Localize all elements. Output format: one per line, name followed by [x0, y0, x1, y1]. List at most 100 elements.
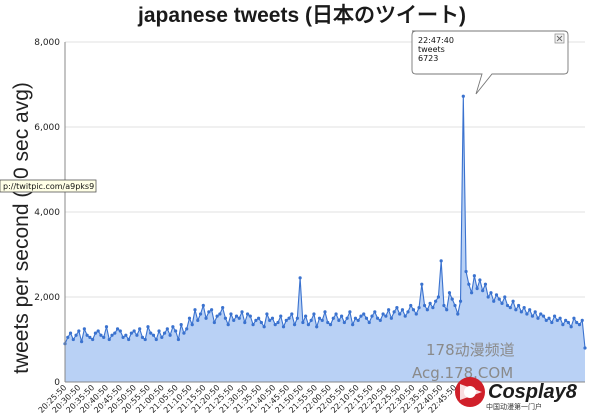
data-point[interactable] [273, 323, 277, 327]
data-point[interactable] [472, 274, 476, 278]
data-point[interactable] [489, 291, 493, 295]
data-point[interactable] [187, 316, 192, 320]
data-point[interactable] [124, 333, 128, 337]
data-point[interactable] [353, 316, 358, 320]
data-point[interactable] [414, 312, 418, 316]
data-point[interactable] [157, 329, 161, 333]
data-point[interactable] [107, 337, 111, 342]
data-point[interactable] [254, 318, 258, 322]
data-point[interactable] [580, 318, 584, 322]
data-point[interactable] [536, 316, 540, 320]
data-point[interactable] [428, 301, 432, 305]
data-point[interactable] [234, 314, 239, 318]
data-point[interactable] [229, 312, 233, 316]
data-point[interactable] [262, 325, 266, 329]
data-point[interactable] [146, 325, 150, 329]
data-point[interactable] [384, 314, 388, 318]
data-point[interactable] [367, 320, 371, 325]
data-point[interactable] [497, 297, 501, 301]
data-point[interactable] [530, 314, 535, 318]
data-point[interactable] [500, 301, 504, 305]
data-point[interactable] [398, 312, 402, 316]
data-point[interactable] [93, 331, 98, 335]
data-point[interactable] [201, 303, 205, 308]
data-point[interactable] [359, 314, 363, 318]
data-point[interactable] [149, 331, 153, 335]
data-point[interactable] [193, 308, 197, 312]
data-point[interactable] [375, 316, 380, 320]
data-point[interactable] [320, 318, 324, 322]
data-point[interactable] [196, 318, 200, 322]
data-point[interactable] [456, 312, 460, 316]
data-point[interactable] [351, 323, 355, 327]
data-point[interactable] [102, 335, 106, 339]
data-point[interactable] [552, 314, 557, 318]
data-point[interactable] [447, 291, 452, 295]
data-point[interactable] [315, 325, 319, 329]
data-point[interactable] [411, 308, 416, 312]
data-point[interactable] [458, 299, 463, 303]
data-point[interactable] [276, 320, 280, 325]
data-point[interactable] [392, 310, 396, 314]
data-point[interactable] [270, 316, 275, 320]
data-point[interactable] [467, 282, 471, 286]
data-point[interactable] [168, 333, 172, 337]
data-point[interactable] [434, 299, 438, 303]
data-point[interactable] [539, 312, 543, 316]
data-point[interactable] [281, 325, 286, 329]
data-point[interactable] [566, 320, 571, 325]
data-point[interactable] [218, 312, 222, 316]
data-point[interactable] [561, 323, 565, 327]
data-point[interactable] [135, 333, 139, 337]
data-point[interactable] [481, 289, 485, 293]
data-point[interactable] [68, 331, 73, 335]
data-point[interactable] [575, 320, 579, 325]
data-point[interactable] [395, 306, 399, 310]
data-point[interactable] [340, 314, 344, 318]
data-point[interactable] [389, 316, 393, 320]
data-point[interactable] [544, 318, 548, 322]
data-point[interactable] [486, 295, 490, 299]
data-point[interactable] [185, 327, 189, 331]
data-point[interactable] [143, 337, 147, 342]
data-point[interactable] [572, 316, 576, 320]
data-point[interactable] [511, 299, 515, 303]
data-point[interactable] [292, 323, 297, 327]
data-point[interactable] [406, 310, 410, 314]
data-point[interactable] [464, 269, 468, 274]
data-point[interactable] [198, 312, 203, 316]
data-point[interactable] [132, 329, 136, 333]
data-point[interactable] [555, 318, 559, 322]
data-point[interactable] [96, 329, 100, 333]
data-point[interactable] [221, 306, 225, 310]
data-point[interactable] [257, 316, 261, 320]
data-point[interactable] [182, 331, 186, 335]
data-point[interactable] [160, 335, 164, 339]
data-point[interactable] [528, 308, 532, 312]
data-point[interactable] [174, 329, 178, 333]
data-point[interactable] [223, 316, 228, 320]
data-point[interactable] [450, 297, 454, 301]
data-point[interactable] [154, 337, 158, 342]
data-point[interactable] [171, 325, 175, 329]
data-point[interactable] [478, 278, 482, 282]
data-point[interactable] [431, 306, 435, 310]
data-point[interactable] [422, 303, 427, 308]
data-point[interactable] [334, 312, 338, 316]
data-point[interactable] [436, 295, 440, 299]
data-point[interactable] [207, 310, 211, 314]
data-point[interactable] [290, 312, 294, 316]
data-point[interactable] [348, 310, 352, 314]
data-point[interactable] [420, 282, 424, 286]
data-point[interactable] [381, 312, 385, 316]
data-point[interactable] [439, 259, 443, 263]
data-point[interactable] [301, 320, 305, 325]
data-point[interactable] [176, 337, 180, 342]
data-point[interactable] [442, 303, 446, 308]
data-point[interactable] [113, 331, 117, 335]
data-point[interactable] [558, 316, 562, 320]
data-point[interactable] [240, 310, 244, 314]
data-point[interactable] [127, 337, 131, 342]
data-point[interactable] [284, 318, 288, 322]
data-point[interactable] [66, 335, 70, 339]
